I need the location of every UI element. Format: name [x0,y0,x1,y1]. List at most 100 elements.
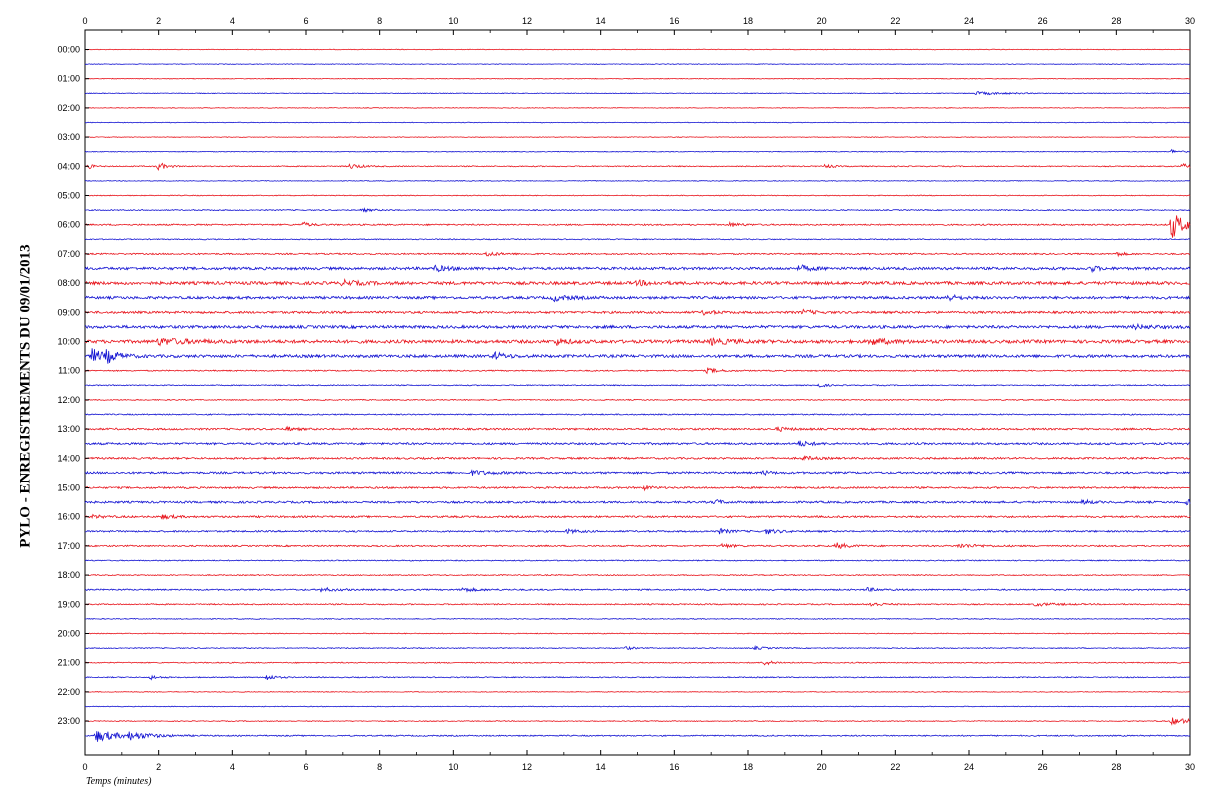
x-tick-label-top: 4 [230,16,235,26]
hour-label: 14:00 [57,453,80,463]
trace-2100 [84,660,1191,666]
hour-label: 19:00 [57,599,80,609]
hour-label: 17:00 [57,541,80,551]
x-tick-label-top: 10 [448,16,458,26]
trace-0800 [84,277,1190,287]
hour-label: 04:00 [57,161,80,171]
hour-label: 23:00 [57,716,80,726]
trace-0700 [84,251,1191,258]
trace-1100 [84,367,1191,375]
hour-label: 10:00 [57,337,80,347]
hour-label: 08:00 [57,278,80,288]
x-tick-label-bottom: 4 [230,762,235,772]
trace-0430 [84,180,1191,182]
x-tick-label-top: 28 [1111,16,1121,26]
x-tick-label-top: 26 [1038,16,1048,26]
trace-2030 [84,644,1191,651]
trace-1200 [84,398,1191,402]
trace-1700 [84,542,1191,549]
x-tick-label-top: 16 [669,16,679,26]
hour-label: 22:00 [57,687,80,697]
trace-1530 [84,498,1191,506]
trace-1900 [84,602,1191,607]
x-tick-label-bottom: 30 [1185,762,1195,772]
x-tick-label-bottom: 18 [743,762,753,772]
trace-1230 [85,413,1191,416]
x-tick-label-bottom: 14 [596,762,606,772]
hour-label: 09:00 [57,307,80,317]
hour-label: 15:00 [57,483,80,493]
hour-label: 01:00 [57,74,80,84]
x-tick-label-bottom: 28 [1111,762,1121,772]
trace-0400 [84,162,1191,172]
trace-group [84,48,1191,742]
x-tick-label-top: 6 [303,16,308,26]
trace-0500 [84,194,1191,197]
x-tick-label-bottom: 22 [890,762,900,772]
x-tick-label-top: 2 [156,16,161,26]
x-tick-label-bottom: 2 [156,762,161,772]
trace-1830 [84,586,1191,593]
trace-1730 [84,559,1191,562]
trace-1300 [85,425,1191,432]
trace-0630 [84,238,1191,241]
plot-frame [84,29,1191,756]
trace-0100 [85,77,1191,80]
trace-2000 [84,632,1191,635]
trace-1500 [84,484,1191,492]
x-tick-label-bottom: 8 [377,762,382,772]
trace-0230 [84,121,1191,124]
trace-1800 [84,573,1191,577]
x-tick-label-bottom: 24 [964,762,974,772]
x-axis-label: Temps (minutes) [86,776,152,787]
trace-2200 [84,691,1191,693]
trace-1000 [84,337,1191,347]
trace-2130 [84,674,1191,681]
x-tick-label-top: 12 [522,16,532,26]
trace-0000 [84,48,1190,51]
hour-label: 02:00 [57,103,80,113]
hour-label: 18:00 [57,570,80,580]
hour-label: 12:00 [57,395,80,405]
x-tick-label-bottom: 0 [82,762,87,772]
axis-ticks: 0022446688101012121414161618182020222224… [82,16,1195,772]
hour-label: 21:00 [57,658,80,668]
x-tick-label-top: 18 [743,16,753,26]
x-tick-label-top: 22 [890,16,900,26]
x-tick-label-top: 30 [1185,16,1195,26]
trace-2300 [84,717,1191,726]
trace-1330 [84,440,1191,447]
trace-0600 [84,215,1191,238]
hour-label: 05:00 [57,191,80,201]
trace-1930 [84,617,1191,620]
x-tick-label-top: 8 [377,16,382,26]
hour-label: 11:00 [58,366,80,376]
hour-label: 13:00 [57,424,80,434]
x-tick-label-top: 24 [964,16,974,26]
trace-0730 [84,264,1191,274]
trace-0530 [84,207,1191,213]
trace-0200 [84,107,1191,109]
trace-0030 [84,63,1191,65]
trace-1400 [84,455,1191,462]
hour-label: 00:00 [57,45,80,55]
trace-1600 [84,513,1191,520]
x-tick-label-bottom: 6 [303,762,308,772]
x-tick-label-bottom: 16 [669,762,679,772]
trace-0300 [84,136,1191,138]
hour-label: 06:00 [57,220,80,230]
trace-0130 [84,91,1190,96]
trace-1130 [84,383,1191,388]
trace-1430 [84,469,1191,477]
x-tick-label-bottom: 10 [448,762,458,772]
trace-0930 [84,322,1191,331]
hour-labels: 00:00 01:00 02:00 03:00 04:00 05:00 06:00 07:00… [57,45,89,726]
x-tick-label-bottom: 20 [817,762,827,772]
x-tick-label-top: 14 [596,16,606,26]
x-tick-label-top: 0 [82,16,87,26]
trace-1630 [85,527,1191,535]
hour-label: 07:00 [57,249,80,259]
hour-label: 03:00 [57,132,80,142]
trace-0830 [84,293,1191,303]
